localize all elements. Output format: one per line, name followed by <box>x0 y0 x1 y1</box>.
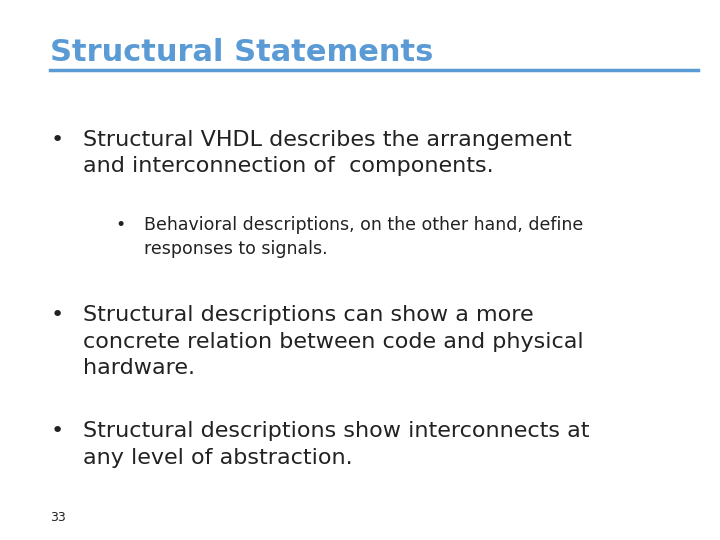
Text: •: • <box>50 305 63 325</box>
Text: Structural VHDL describes the arrangement
and interconnection of  components.: Structural VHDL describes the arrangemen… <box>83 130 572 176</box>
Text: Structural descriptions show interconnects at
any level of abstraction.: Structural descriptions show interconnec… <box>83 421 589 468</box>
Text: •: • <box>50 421 63 441</box>
Text: •: • <box>115 216 125 234</box>
Text: 33: 33 <box>50 511 66 524</box>
Text: Structural descriptions can show a more
concrete relation between code and physi: Structural descriptions can show a more … <box>83 305 583 378</box>
Text: Behavioral descriptions, on the other hand, define
responses to signals.: Behavioral descriptions, on the other ha… <box>144 216 583 258</box>
Text: •: • <box>50 130 63 150</box>
Text: Structural Statements: Structural Statements <box>50 38 433 67</box>
